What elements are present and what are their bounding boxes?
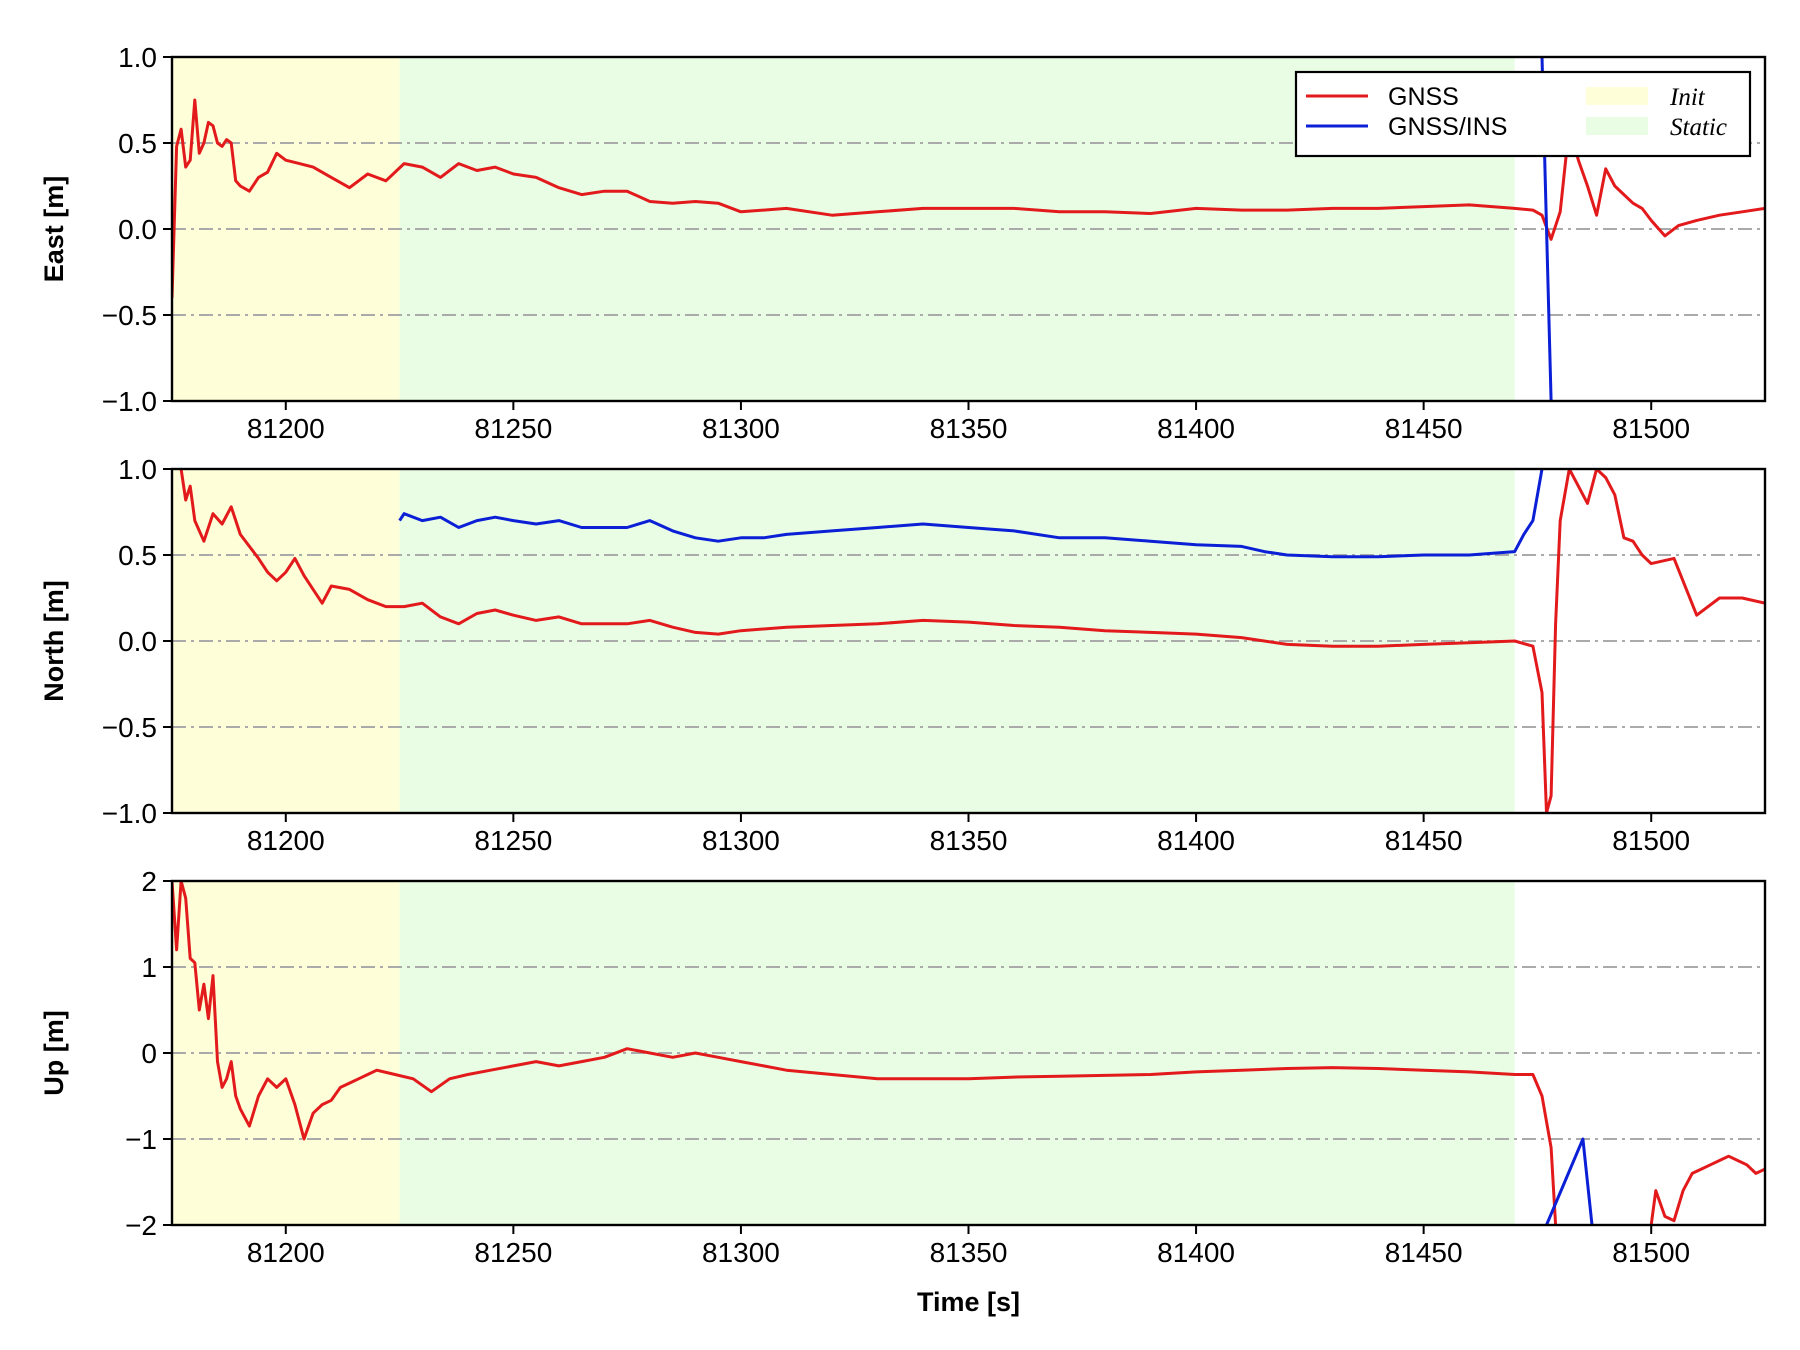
y-tick-label: 0.5: [118, 128, 157, 159]
legend-patch-static: [1586, 117, 1648, 135]
x-tick-label: 81300: [702, 825, 780, 856]
legend-label: Init: [1669, 84, 1706, 111]
x-tick-label: 81350: [930, 1237, 1008, 1268]
y-tick-label: 0.5: [118, 540, 157, 571]
series-group: [179, 469, 1765, 813]
x-tick-label: 81200: [247, 1237, 325, 1268]
x-tick-label: 81200: [247, 413, 325, 444]
y-tick-label: 2: [141, 866, 157, 897]
y-tick-label: −0.5: [102, 300, 157, 331]
x-tick-label: 81500: [1612, 825, 1690, 856]
series-gnss-ins-line: [398, 469, 1544, 559]
series-gnss-line: [179, 469, 1765, 813]
y-tick-label: −1.0: [102, 798, 157, 829]
x-tick-label: 81400: [1157, 825, 1235, 856]
panel-2: 81200 81250 81300 81350 81400 81450 81500 1.0 0.…: [39, 454, 1767, 856]
panel-1: 81200 81250 81300 81350 81400 81450 81500 1.0 0.…: [39, 42, 1767, 444]
x-tick-label: 81450: [1385, 413, 1463, 444]
y-axis-label: East [m]: [39, 176, 69, 283]
x-axis-label: Time [s]: [917, 1287, 1020, 1317]
y-tick-label: 1.0: [118, 454, 157, 485]
x-tick-label: 81400: [1157, 1237, 1235, 1268]
series-gnss-line: [1649, 1154, 1765, 1225]
x-tick-label: 81400: [1157, 413, 1235, 444]
series-gnss-line: [172, 98, 1765, 298]
y-axis-label: North [m]: [39, 580, 69, 701]
legend-label: Static: [1670, 114, 1727, 141]
x-tick-label: 81450: [1385, 825, 1463, 856]
x-tick-label: 81200: [247, 825, 325, 856]
x-tick-label: 81300: [702, 413, 780, 444]
series-gnss-ins-line: [1545, 1137, 1594, 1225]
x-tick-label: 81250: [474, 1237, 552, 1268]
legend-box: [1294, 70, 1752, 158]
x-tick-label: 81450: [1385, 1237, 1463, 1268]
y-tick-label: −2: [125, 1210, 157, 1241]
x-tick-label: 81500: [1612, 413, 1690, 444]
x-tick-label: 81500: [1612, 1237, 1690, 1268]
x-tick-label: 81250: [474, 825, 552, 856]
x-tick-label: 81350: [930, 825, 1008, 856]
x-tick-label: 81300: [702, 1237, 780, 1268]
y-tick-label: −0.5: [102, 712, 157, 743]
series-group: [172, 881, 1765, 1225]
series-gnss-line: [172, 881, 1558, 1225]
y-tick-label: 1: [141, 952, 157, 983]
y-tick-label: 0.0: [118, 214, 157, 245]
y-axis-label: Up [m]: [39, 1010, 69, 1095]
x-tick-label: 81350: [930, 413, 1008, 444]
y-tick-label: 0: [141, 1038, 157, 1069]
y-tick-label: −1: [125, 1124, 157, 1155]
y-tick-label: 0.0: [118, 626, 157, 657]
panel-3: 81200 81250 81300 81350 81400 81450 81500 2 1 0 −1…: [39, 866, 1767, 1317]
y-tick-label: −1.0: [102, 386, 157, 417]
legend-patch-init: [1586, 87, 1648, 105]
legend-label: GNSS/INS: [1388, 113, 1507, 141]
y-tick-label: 1.0: [118, 42, 157, 73]
x-tick-label: 81250: [474, 413, 552, 444]
legend-label: GNSS: [1388, 83, 1459, 111]
